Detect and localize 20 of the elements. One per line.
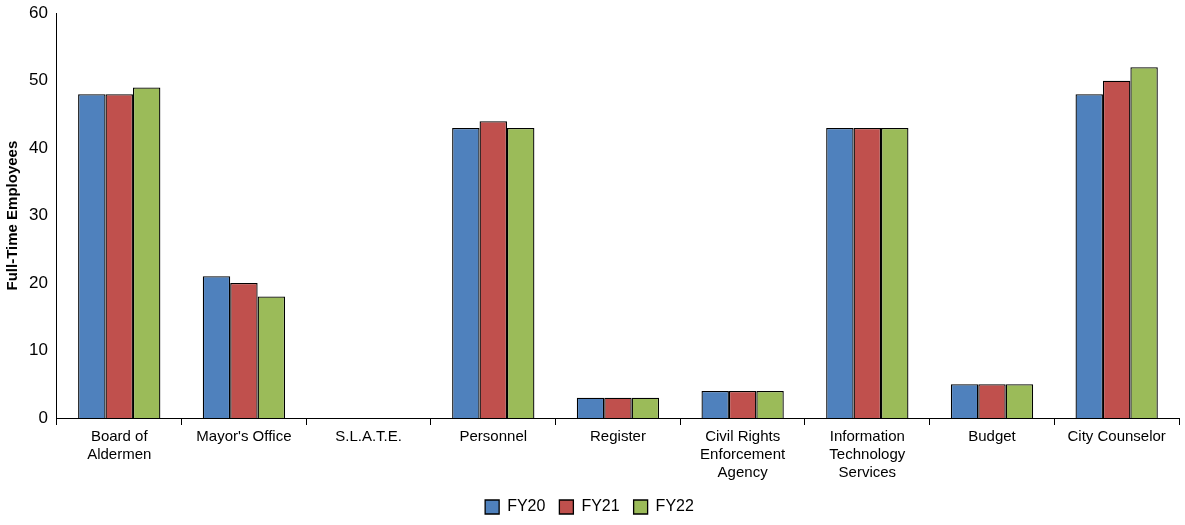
y-tick-label: 0 — [38, 407, 48, 427]
x-tick-label: Personnel — [459, 427, 528, 445]
x-tick-label: City Counselor — [1067, 427, 1166, 445]
x-tick-label: Budget — [968, 427, 1017, 445]
x-tick-label: Information Technology Services — [829, 427, 906, 481]
x-tick-label: Board of Aldermen — [87, 427, 152, 463]
legend-label: FY22 — [655, 497, 694, 515]
y-tick-label: 30 — [28, 205, 48, 225]
x-tick-label: Mayor's Office — [196, 427, 292, 445]
legend-label: FY20 — [507, 497, 546, 515]
x-tick-label: Civil Rights Enforcement Agency — [700, 427, 786, 481]
legend-label: FY21 — [581, 497, 620, 515]
x-tick-label: S.L.A.T.E. — [335, 427, 402, 445]
y-tick-label: 50 — [28, 70, 48, 90]
x-tick-label: Register — [590, 427, 646, 445]
y-tick-label: 60 — [28, 2, 48, 22]
y-tick-label: 10 — [28, 340, 48, 360]
y-tick-label: 20 — [28, 272, 48, 292]
y-axis-title: Full-Time Employees — [3, 140, 21, 291]
y-tick-label: 40 — [28, 137, 48, 157]
